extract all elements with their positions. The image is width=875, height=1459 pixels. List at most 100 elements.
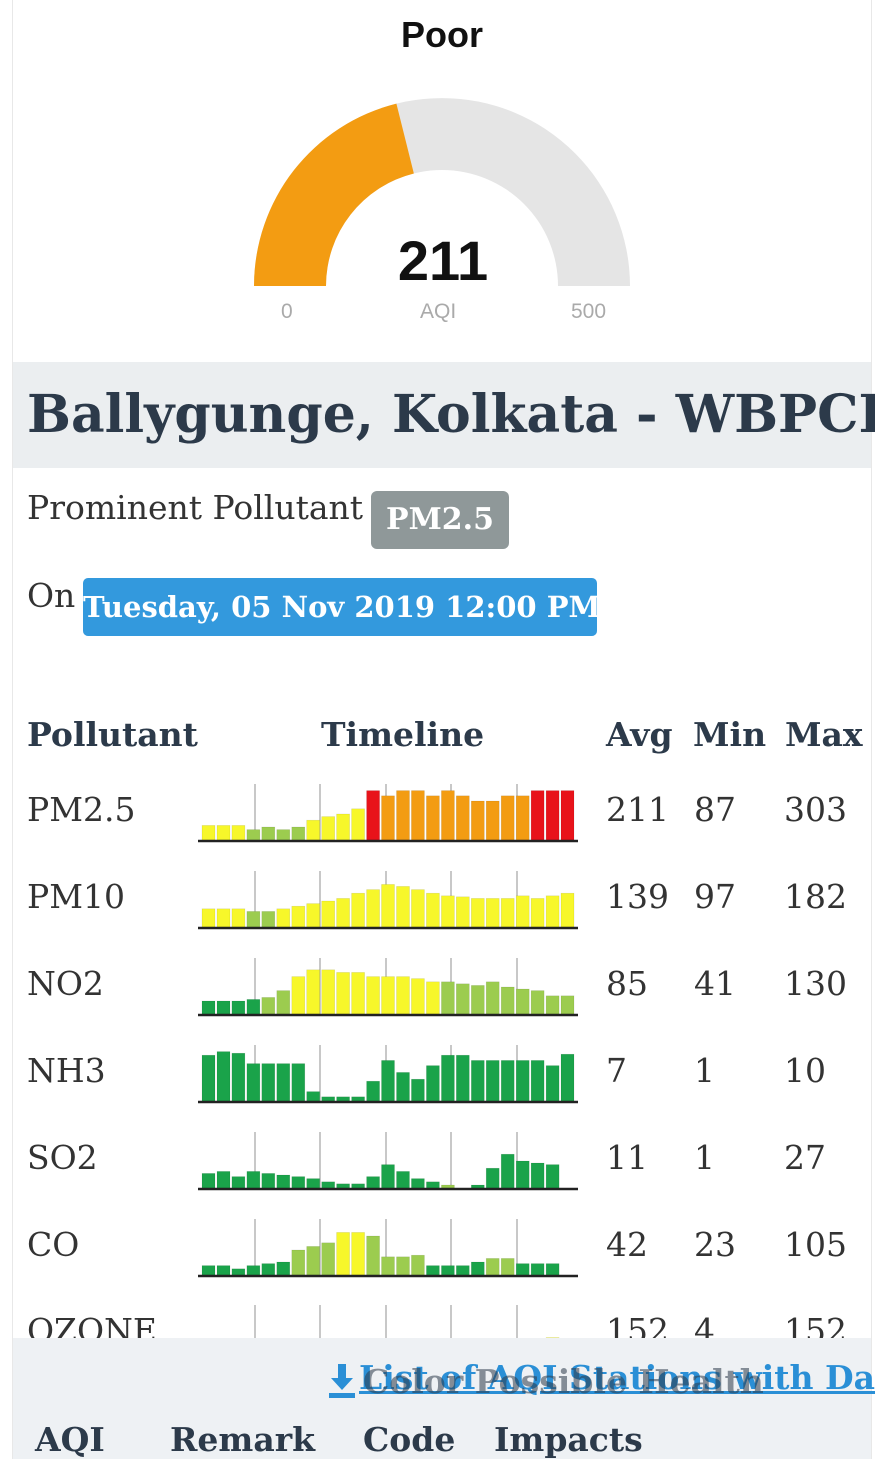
gauge-max-label: 500 (571, 300, 607, 323)
timeline-bar (351, 892, 365, 928)
timeline-bar (455, 1054, 470, 1102)
timeline-bar (411, 1254, 425, 1276)
pollutant-name: CO (27, 1225, 80, 1264)
timeline-bar (291, 976, 306, 1015)
gauge-axis-label: AQI (420, 300, 457, 323)
date-prefix: On (27, 576, 76, 615)
timeline-bar (530, 1060, 545, 1102)
pollutant-name: SO2 (27, 1138, 98, 1177)
timeline-bar (441, 1265, 455, 1276)
timeline-bar (276, 908, 291, 928)
timeline-bar (545, 1164, 560, 1189)
timeline-bar (411, 1178, 425, 1189)
timeline-bar (381, 884, 395, 928)
pollutant-avg: 7 (606, 1051, 627, 1090)
timeline-bar (261, 911, 276, 928)
timeline-bar (411, 790, 425, 841)
timeline-bar (321, 969, 335, 1015)
timeline-bar (396, 1256, 410, 1276)
prominent-pollutant-badge: PM2.5 (371, 491, 509, 549)
timeline-bar (276, 1261, 291, 1276)
pollutant-max: 27 (784, 1138, 826, 1177)
timeline-bar (276, 829, 291, 841)
timeline-bar (351, 808, 365, 841)
pollutant-min: 1 (694, 1051, 715, 1090)
timeline-bar (306, 1091, 320, 1102)
header-avg: Avg (606, 715, 673, 754)
timeline-bar (515, 895, 530, 928)
pollutant-max: 182 (784, 877, 847, 916)
timeline-bar (336, 1096, 350, 1102)
timeline-bar (396, 1072, 410, 1102)
timeline-bar (351, 1096, 365, 1102)
timeline-bar (470, 1060, 485, 1102)
date-badge: Tuesday, 05 Nov 2019 12:00 PM (83, 578, 601, 636)
pollutant-name: OZONE (27, 1311, 158, 1338)
timeline-bar (515, 988, 530, 1015)
timeline-bar (381, 1256, 395, 1276)
timeline-chart (198, 871, 578, 930)
timeline-bar (321, 1242, 335, 1276)
timeline-bar (515, 1263, 530, 1276)
aqi-gauge-panel: Poor 211 0 AQI 500 (13, 0, 871, 360)
pollutant-min: 23 (694, 1225, 736, 1264)
timeline-chart (254, 1305, 560, 1338)
timeline-bar (246, 911, 261, 928)
legend-col-aqi: AQI (35, 1420, 105, 1459)
timeline-bar (396, 976, 410, 1015)
timeline-bar (246, 829, 261, 841)
timeline-bar (500, 795, 515, 841)
timeline-bar (441, 1054, 455, 1102)
timeline-bar (485, 1258, 500, 1276)
timeline-bar (366, 889, 380, 928)
station-header: Ballygunge, Kolkata - WBPCB (13, 362, 875, 468)
timeline-bar (246, 999, 261, 1015)
timeline-bar (216, 1265, 231, 1276)
timeline-bar (306, 903, 320, 928)
timeline-bar (291, 1063, 306, 1102)
timeline-chart (198, 958, 578, 1017)
pollutant-min: 87 (694, 790, 736, 829)
timeline-bar (321, 1096, 335, 1102)
timeline-bar (321, 1181, 335, 1189)
timeline-bar (261, 1263, 276, 1276)
timeline-bar (336, 1183, 350, 1189)
timeline-bar (201, 1000, 216, 1015)
pollutant-max: 10 (784, 1051, 826, 1090)
timeline-chart (198, 1045, 578, 1104)
timeline-bar (485, 800, 500, 841)
timeline-bar (381, 1060, 395, 1102)
timeline-bar (426, 1265, 440, 1276)
timeline-bar (500, 1153, 515, 1189)
timeline-bar (216, 1051, 231, 1102)
pollutant-avg: 139 (606, 877, 669, 916)
timeline-bar (336, 972, 350, 1015)
timeline-bar (396, 886, 410, 928)
download-icon[interactable] (329, 1364, 355, 1398)
pollutant-max: 130 (784, 964, 847, 1003)
timeline-chart (198, 1132, 578, 1191)
pollutant-max: 105 (784, 1225, 847, 1264)
timeline-chart (198, 1219, 578, 1278)
pollutant-avg: 211 (606, 790, 669, 829)
timeline-bar (545, 995, 560, 1015)
timeline-bar (201, 908, 216, 928)
timeline-bar (351, 1183, 365, 1189)
timeline-bar (470, 985, 485, 1015)
aqi-stations-link[interactable]: List of AQI Stations with Data (359, 1358, 875, 1397)
timeline-bar (441, 790, 455, 841)
timeline-bar (470, 898, 485, 928)
prominent-pollutant-label: Prominent Pollutant is (27, 488, 402, 527)
timeline-bar (396, 790, 410, 841)
pollutant-max: 303 (784, 790, 847, 829)
timeline-bar (545, 1065, 560, 1102)
timeline-bar (530, 1162, 545, 1189)
timeline-bar (470, 800, 485, 841)
timeline-bar (261, 997, 276, 1015)
timeline-bar (530, 990, 545, 1015)
timeline-bar (261, 1173, 276, 1189)
pollutant-name: NO2 (27, 964, 104, 1003)
timeline-bar (441, 895, 455, 928)
timeline-bar (455, 1265, 470, 1276)
timeline-bar (485, 1167, 500, 1189)
